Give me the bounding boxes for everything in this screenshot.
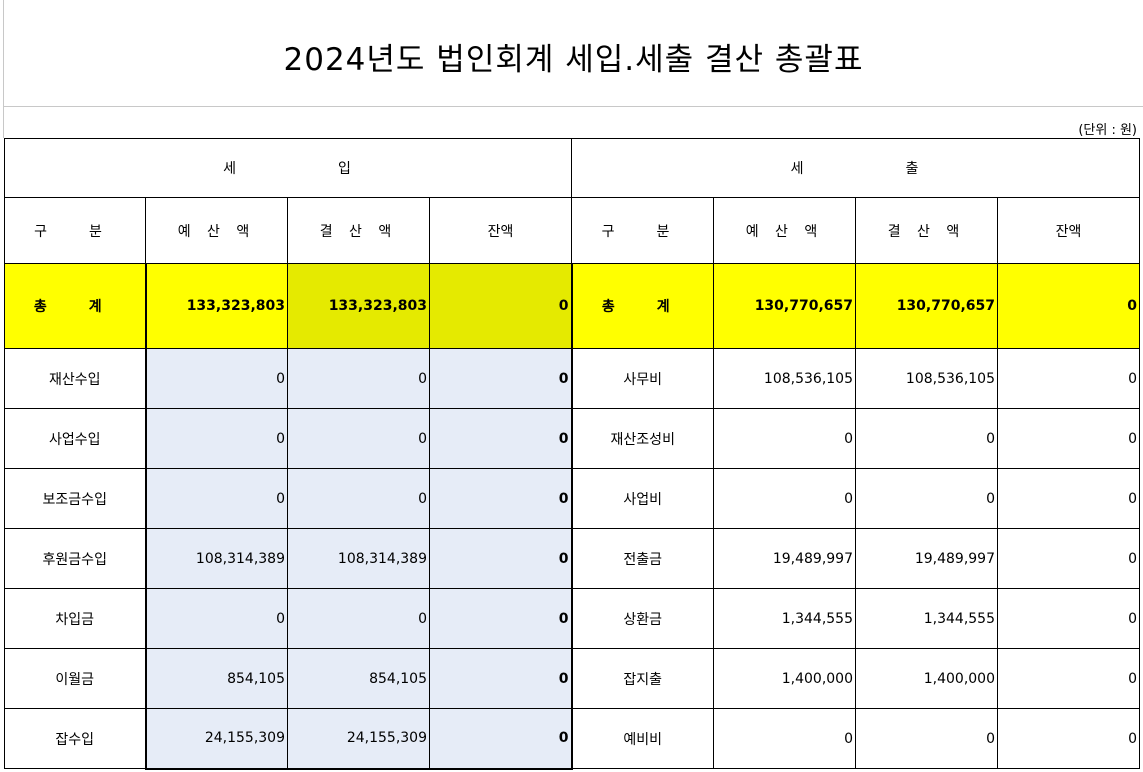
- revenue-section-label-b: 입: [338, 161, 353, 177]
- table-row: 차입금 0 0 0 상환금 1,344,555 1,344,555 0: [4, 588, 1140, 649]
- rev-item-budget[interactable]: 854,105: [144, 648, 288, 709]
- header-exp-category[interactable]: 구 분: [571, 197, 714, 264]
- unit-note: (단위 : 원): [1078, 123, 1137, 138]
- rev-item-settled[interactable]: 0: [287, 468, 430, 529]
- rev-item-name[interactable]: 사업수입: [4, 408, 146, 469]
- header-rev-category[interactable]: 구 분: [4, 197, 146, 264]
- exp-item-name[interactable]: 전출금: [571, 528, 714, 589]
- header-exp-budget[interactable]: 예 산 액: [713, 197, 856, 264]
- expenditure-section-label-a: 세: [790, 161, 806, 177]
- exp-item-settled[interactable]: 0: [855, 468, 998, 529]
- rev-item-balance[interactable]: 0: [429, 708, 573, 770]
- header-exp-balance[interactable]: 잔액: [997, 197, 1140, 264]
- rev-item-settled[interactable]: 24,155,309: [287, 708, 430, 770]
- exp-item-balance[interactable]: 0: [997, 528, 1140, 589]
- rev-item-budget[interactable]: 0: [144, 588, 288, 649]
- header-rev-budget[interactable]: 예 산 액: [145, 197, 288, 264]
- rev-item-budget[interactable]: 0: [144, 348, 288, 409]
- exp-item-name[interactable]: 재산조성비: [571, 408, 714, 469]
- rev-item-settled[interactable]: 854,105: [287, 648, 430, 709]
- exp-item-balance[interactable]: 0: [997, 348, 1140, 409]
- rev-item-settled[interactable]: 0: [287, 348, 430, 409]
- exp-item-budget[interactable]: 108,536,105: [713, 348, 856, 409]
- exp-item-name[interactable]: 상환금: [571, 588, 714, 649]
- table-row: 이월금 854,105 854,105 0 잡지출 1,400,000 1,40…: [4, 648, 1140, 709]
- exp-item-balance[interactable]: 0: [997, 648, 1140, 709]
- table-row: 잡수입 24,155,309 24,155,309 0 예비비 0 0 0: [4, 708, 1140, 770]
- rev-item-balance[interactable]: 0: [429, 648, 573, 709]
- sheet-gridline: [3, 0, 4, 138]
- header-rev-balance[interactable]: 잔액: [429, 197, 572, 264]
- rev-item-budget[interactable]: 0: [144, 468, 288, 529]
- page-title: 2024년도 법인회계 세입.세출 결산 총괄표: [283, 42, 864, 78]
- table-row: 재산수입 0 0 0 사무비 108,536,105 108,536,105 0: [4, 348, 1140, 409]
- title-cell[interactable]: 2024년도 법인회계 세입.세출 결산 총괄표: [4, 0, 1143, 107]
- total-exp-label[interactable]: 총 계: [571, 263, 714, 349]
- exp-item-settled[interactable]: 0: [855, 708, 998, 769]
- rev-item-name[interactable]: 이월금: [4, 648, 146, 709]
- table-row: 후원금수입 108,314,389 108,314,389 0 전출금 19,4…: [4, 528, 1140, 589]
- exp-item-name[interactable]: 사무비: [571, 348, 714, 409]
- rev-item-name[interactable]: 잡수입: [4, 708, 146, 769]
- rev-item-name[interactable]: 후원금수입: [4, 528, 146, 589]
- exp-item-settled[interactable]: 1,400,000: [855, 648, 998, 709]
- exp-item-settled[interactable]: 108,536,105: [855, 348, 998, 409]
- total-rev-budget[interactable]: 133,323,803: [144, 263, 288, 349]
- table-row: 보조금수입 0 0 0 사업비 0 0 0: [4, 468, 1140, 529]
- rev-item-name[interactable]: 차입금: [4, 588, 146, 649]
- rev-item-balance[interactable]: 0: [429, 528, 573, 589]
- rev-item-budget[interactable]: 0: [144, 408, 288, 469]
- total-exp-balance[interactable]: 0: [997, 263, 1140, 349]
- header-exp-settled[interactable]: 결 산 액: [855, 197, 998, 264]
- exp-item-name[interactable]: 예비비: [571, 708, 714, 769]
- revenue-section-label-a: 세: [223, 161, 238, 177]
- header-rev-settled[interactable]: 결 산 액: [287, 197, 430, 264]
- exp-item-budget[interactable]: 1,400,000: [713, 648, 856, 709]
- total-rev-balance[interactable]: 0: [429, 263, 573, 349]
- exp-item-name[interactable]: 사업비: [571, 468, 714, 529]
- exp-item-budget[interactable]: 0: [713, 408, 856, 469]
- table-row: 사업수입 0 0 0 재산조성비 0 0 0: [4, 408, 1140, 469]
- total-rev-settled[interactable]: 133,323,803: [287, 263, 430, 349]
- rev-item-settled[interactable]: 0: [287, 588, 430, 649]
- rev-item-budget[interactable]: 24,155,309: [144, 708, 288, 770]
- exp-item-budget[interactable]: 0: [713, 708, 856, 769]
- exp-item-settled[interactable]: 19,489,997: [855, 528, 998, 589]
- exp-item-name[interactable]: 잡지출: [571, 648, 714, 709]
- rev-item-budget[interactable]: 108,314,389: [144, 528, 288, 589]
- exp-item-settled[interactable]: 1,344,555: [855, 588, 998, 649]
- rev-item-settled[interactable]: 108,314,389: [287, 528, 430, 589]
- total-rev-label[interactable]: 총 계: [4, 263, 146, 349]
- rev-item-balance[interactable]: 0: [429, 588, 573, 649]
- rev-item-settled[interactable]: 0: [287, 408, 430, 469]
- exp-item-budget[interactable]: 19,489,997: [713, 528, 856, 589]
- exp-item-settled[interactable]: 0: [855, 408, 998, 469]
- expenditure-section-label-b: 출: [905, 161, 921, 177]
- exp-item-balance[interactable]: 0: [997, 408, 1140, 469]
- exp-item-budget[interactable]: 0: [713, 468, 856, 529]
- exp-item-balance[interactable]: 0: [997, 588, 1140, 649]
- total-exp-settled[interactable]: 130,770,657: [855, 263, 998, 349]
- exp-item-balance[interactable]: 0: [997, 708, 1140, 769]
- rev-item-name[interactable]: 보조금수입: [4, 468, 146, 529]
- exp-item-budget[interactable]: 1,344,555: [713, 588, 856, 649]
- rev-item-balance[interactable]: 0: [429, 348, 573, 409]
- exp-item-balance[interactable]: 0: [997, 468, 1140, 529]
- rev-item-name[interactable]: 재산수입: [4, 348, 146, 409]
- total-exp-budget[interactable]: 130,770,657: [713, 263, 856, 349]
- rev-item-balance[interactable]: 0: [429, 408, 573, 469]
- rev-item-balance[interactable]: 0: [429, 468, 573, 529]
